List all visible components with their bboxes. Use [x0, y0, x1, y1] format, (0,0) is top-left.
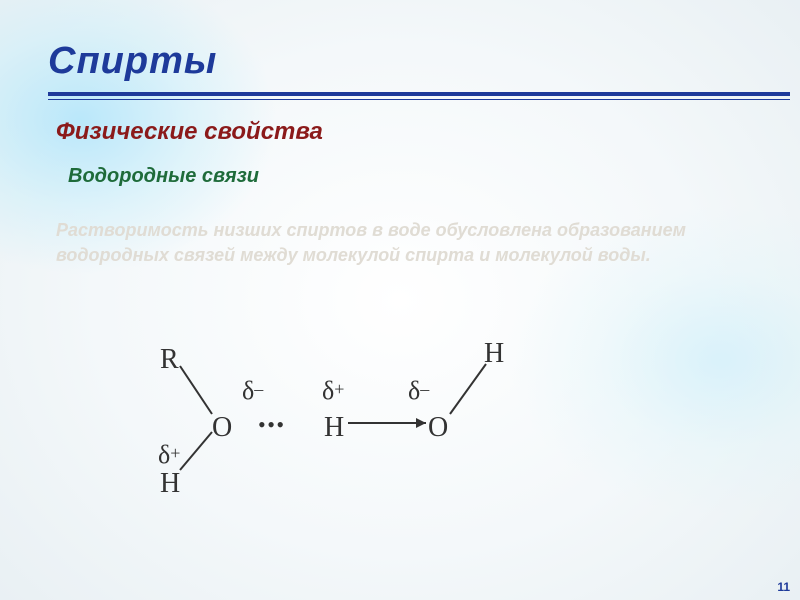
subtitle-physical-properties: Физические свойства — [56, 118, 323, 146]
diagram-label-O1: O — [212, 412, 232, 444]
diagram-label-R: R — [160, 344, 179, 376]
subtitle-hydrogen-bonds: Водородные связи — [68, 165, 259, 188]
diagram-label-dots: • • • — [258, 412, 282, 438]
diagram-label-d_plus_H2: δ+ — [322, 376, 344, 406]
diagram-label-O2: O — [428, 412, 448, 444]
title-rule-thick — [48, 92, 790, 96]
diagram-label-d_plus_H1: δ+ — [158, 440, 180, 470]
body-paragraph: Растворимость низших спиртов в воде обус… — [56, 218, 756, 268]
diagram-label-H2: H — [324, 412, 344, 444]
bond-line — [450, 364, 486, 414]
bond-line — [180, 432, 212, 470]
diagram-label-d_minus_O1: δ– — [242, 376, 263, 406]
diagram-label-H1: H — [160, 468, 180, 500]
title-rule-thin — [48, 99, 790, 100]
hbond-diagram: ROHδ–δ+• • •δ+HOδ–H — [130, 320, 560, 500]
arrow-head-icon — [416, 418, 426, 428]
slide: Спирты Физические свойства Водородные св… — [0, 0, 800, 600]
bond-line — [180, 366, 212, 414]
page-number: 11 — [777, 580, 790, 594]
diagram-label-d_minus_O2: δ– — [408, 376, 429, 406]
slide-title: Спирты — [48, 40, 217, 83]
diagram-label-H3: H — [484, 338, 504, 370]
